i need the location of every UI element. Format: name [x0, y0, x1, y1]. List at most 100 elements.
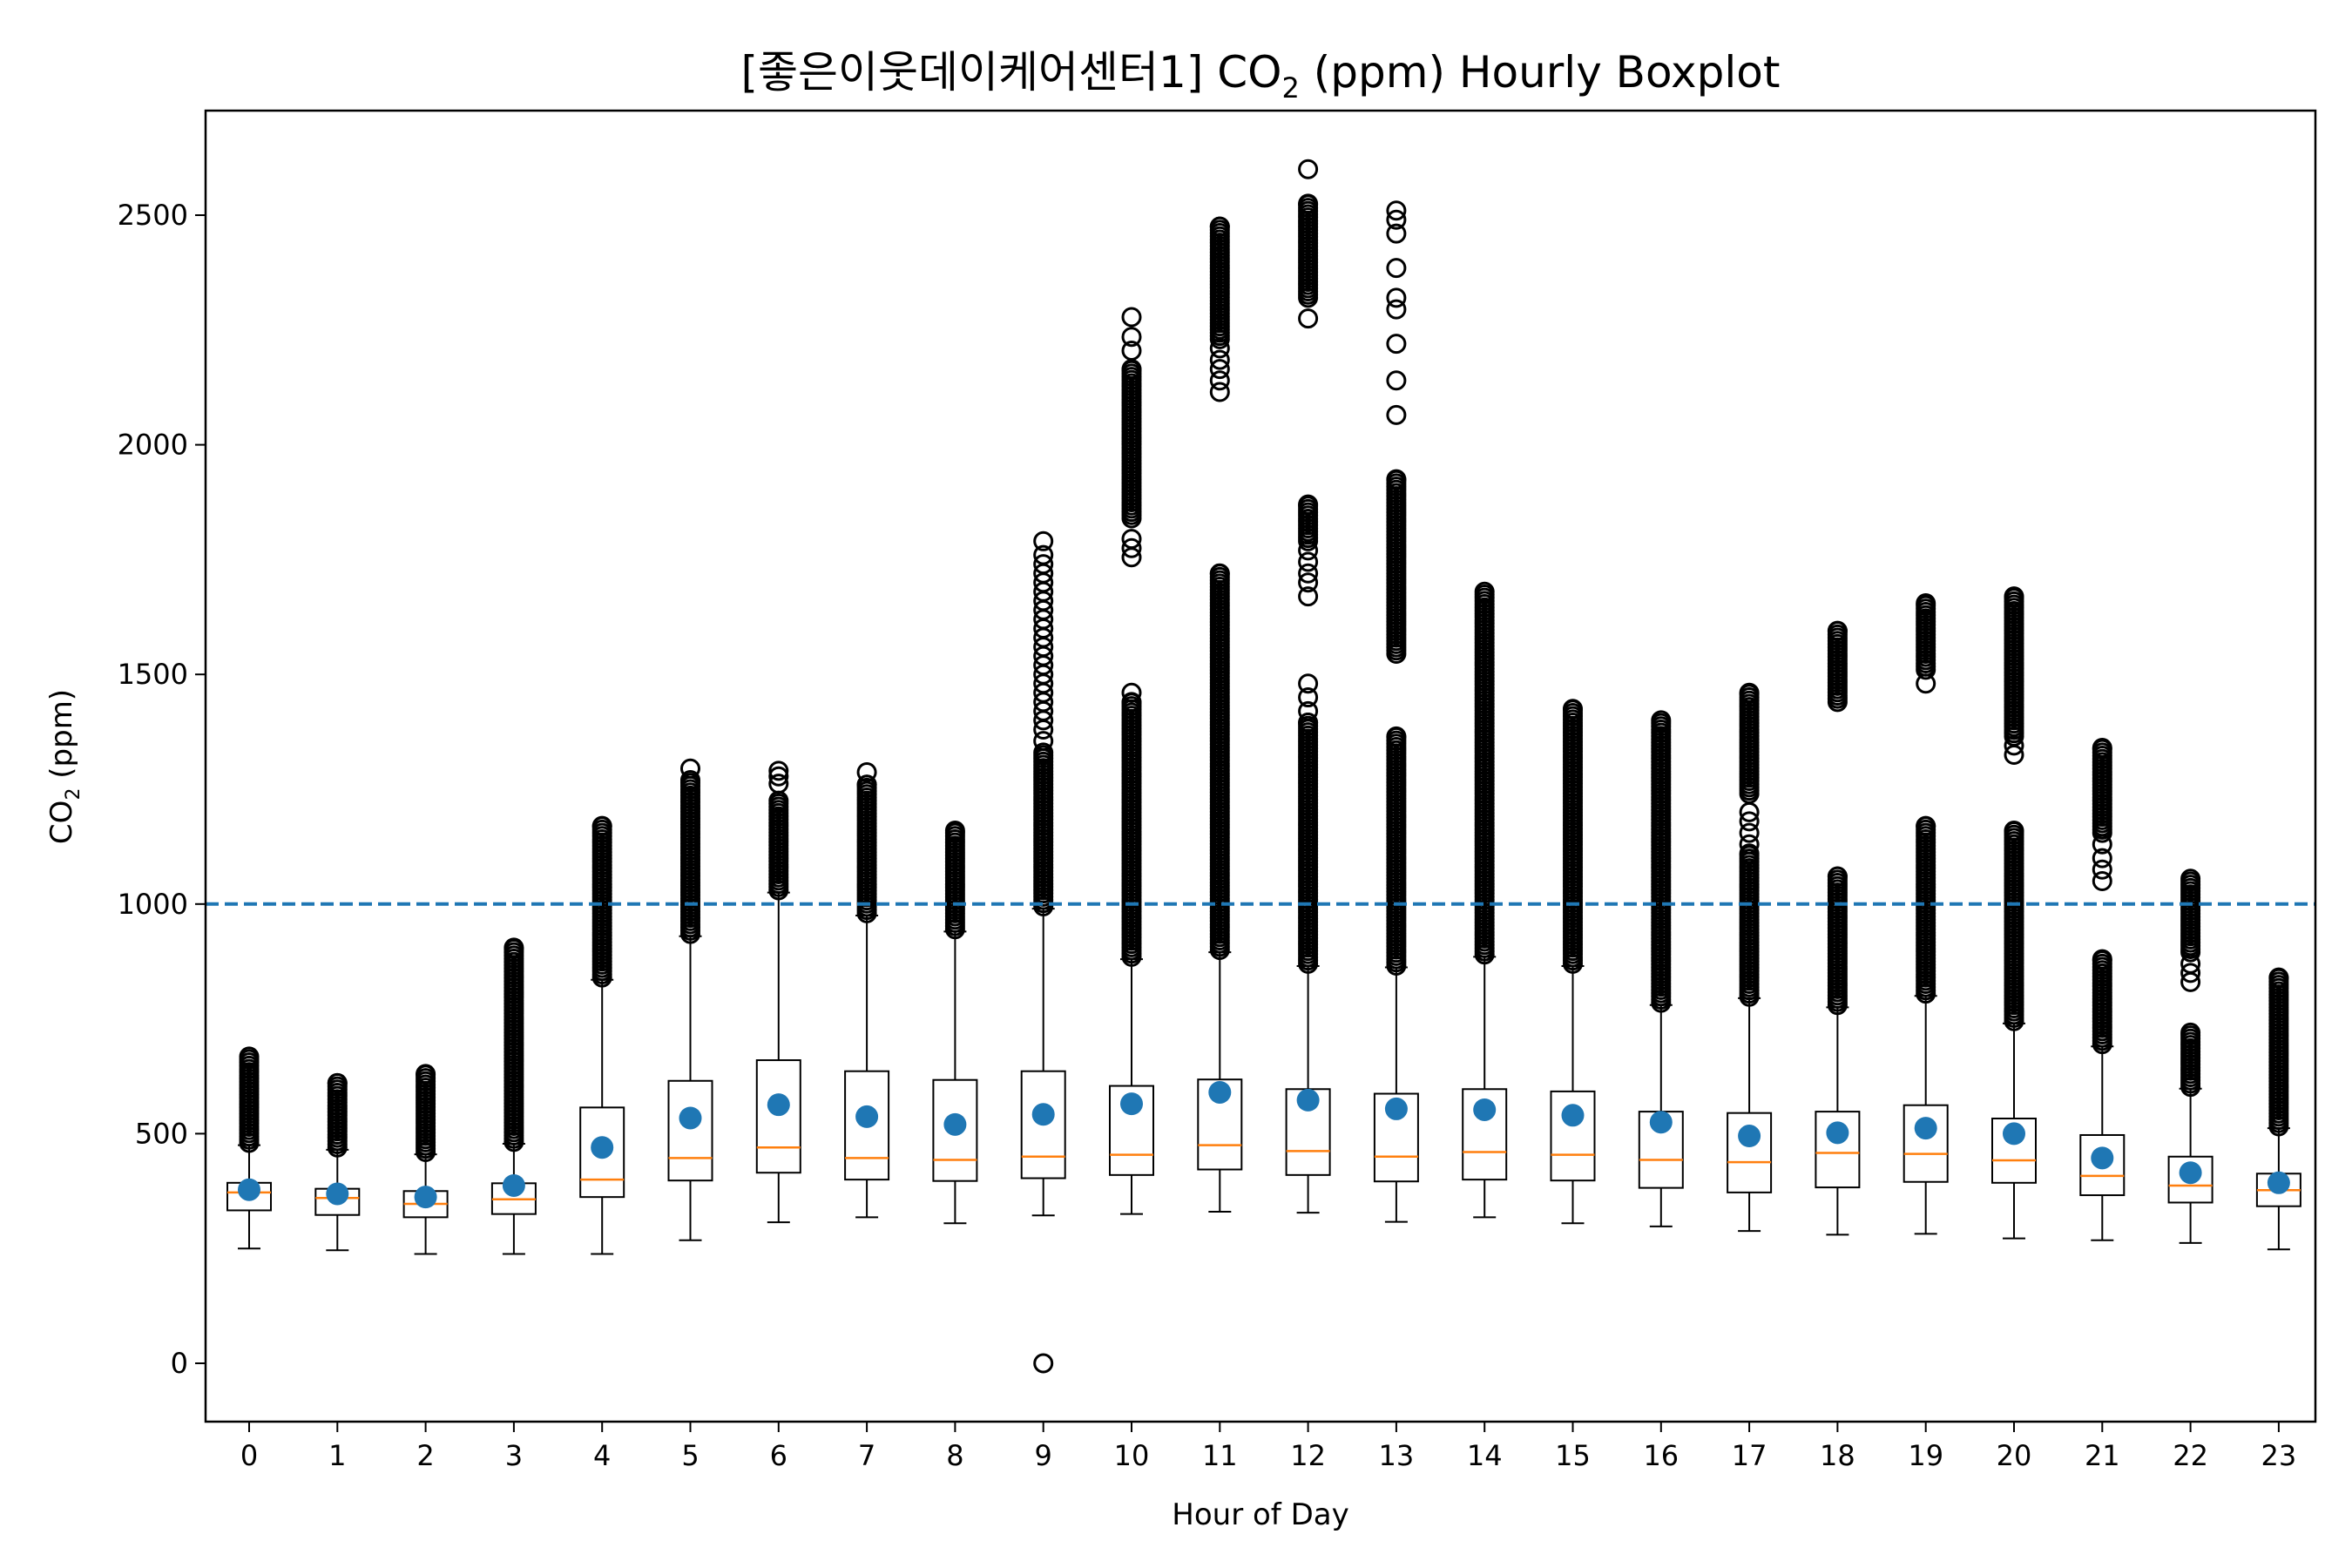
- outlier-point: [1739, 843, 1760, 864]
- x-tick-label: 0: [240, 1439, 258, 1472]
- iqr-box: [1020, 1070, 1066, 1179]
- mean-point: [1208, 1080, 1232, 1104]
- x-tick-label: 6: [770, 1439, 787, 1472]
- x-tick-label: 18: [1820, 1439, 1855, 1472]
- mean-point: [1384, 1097, 1408, 1120]
- outlier-point: [1298, 551, 1319, 572]
- outlier-point: [1386, 370, 1407, 391]
- outlier-point: [768, 766, 789, 787]
- x-tick-label: 4: [593, 1439, 611, 1472]
- outlier-point: [1121, 529, 1142, 550]
- y-axis-label-main: CO: [44, 801, 79, 845]
- outlier-point: [1298, 159, 1319, 179]
- outlier-point: [1739, 822, 1760, 843]
- outliers: [1209, 216, 1230, 961]
- y-tick-label: 0: [171, 1347, 188, 1380]
- outlier-point: [1827, 620, 1848, 641]
- outlier-point: [2092, 848, 2112, 868]
- iqr-box: [1109, 1085, 1154, 1176]
- box-hour-9: [1020, 531, 1066, 1374]
- plot-marks: [206, 159, 2315, 1374]
- box-hour-11: [1197, 216, 1243, 1213]
- box-hour-21: [2079, 738, 2126, 1241]
- x-tick-label: 2: [416, 1439, 434, 1472]
- mean-point: [1649, 1111, 1673, 1134]
- outliers: [1033, 531, 1054, 1374]
- outliers: [1474, 581, 1495, 965]
- outlier-point: [1298, 540, 1319, 561]
- iqr-box: [1815, 1111, 1861, 1189]
- outlier-point: [1121, 692, 1142, 713]
- outlier-point: [1298, 700, 1319, 721]
- y-tick-label: 2500: [118, 199, 188, 232]
- outliers: [1916, 592, 1936, 1004]
- x-tick-label: 1: [328, 1439, 346, 1472]
- outlier-point: [1033, 742, 1054, 763]
- iqr-box: [2079, 1133, 2126, 1197]
- mean-point: [2179, 1161, 2202, 1185]
- outlier-point: [1298, 673, 1319, 694]
- outlier-point: [1209, 563, 1230, 584]
- outlier-point: [856, 761, 877, 782]
- outlier-point: [1121, 307, 1142, 328]
- outlier-point: [1298, 687, 1319, 708]
- outlier-point: [1386, 200, 1407, 221]
- outliers: [1386, 200, 1407, 976]
- outlier-point: [2092, 949, 2112, 970]
- outliers: [1651, 710, 1672, 1013]
- outlier-point: [2092, 870, 2112, 891]
- outlier-point: [1298, 563, 1319, 584]
- box-hour-1: [314, 1072, 361, 1252]
- y-axis-label: CO2 (ppm): [44, 689, 84, 844]
- iqr-box: [1727, 1112, 1773, 1193]
- outliers: [680, 758, 700, 944]
- mean-point: [1914, 1117, 1937, 1140]
- iqr-box: [1373, 1092, 1419, 1183]
- outliers: [2092, 738, 2112, 1055]
- outlier-point: [1386, 334, 1407, 355]
- outliers: [768, 760, 789, 901]
- iqr-box: [579, 1106, 625, 1199]
- box-hour-12: [1285, 159, 1331, 1214]
- box-hour-16: [1638, 710, 1684, 1227]
- chart-title-subscript: 2: [1282, 71, 1300, 105]
- outlier-point: [1827, 866, 1848, 887]
- x-tick-label: 7: [858, 1439, 875, 1472]
- outlier-point: [1209, 338, 1230, 359]
- outlier-point: [1121, 341, 1142, 362]
- x-tick-label: 8: [946, 1439, 963, 1472]
- mean-point: [502, 1173, 525, 1197]
- outliers: [1298, 159, 1319, 974]
- outlier-point: [1209, 382, 1230, 402]
- iqr-box: [1903, 1104, 1949, 1183]
- x-tick-label: 12: [1290, 1439, 1326, 1472]
- outlier-point: [768, 774, 789, 794]
- box-hour-13: [1373, 200, 1419, 1223]
- iqr-box: [2167, 1155, 2213, 1204]
- chart-title-tail: (ppm) Hourly Boxplot: [1300, 47, 1781, 98]
- mean-point: [591, 1136, 614, 1159]
- plot-frame: [204, 109, 2317, 1423]
- outliers: [1739, 682, 1760, 1007]
- x-tick-label: 9: [1035, 1439, 1052, 1472]
- outlier-point: [2092, 859, 2112, 880]
- outlier-point: [1209, 370, 1230, 391]
- outliers: [856, 761, 877, 923]
- mean-point: [238, 1178, 260, 1201]
- mean-point: [855, 1105, 879, 1128]
- mean-point: [1120, 1092, 1143, 1116]
- outlier-point: [1209, 349, 1230, 370]
- outliers: [944, 820, 965, 940]
- outlier-point: [1298, 308, 1319, 329]
- box-hour-22: [2167, 868, 2213, 1244]
- outlier-point: [1298, 494, 1319, 515]
- mean-point: [2091, 1146, 2114, 1170]
- outlier-point: [1474, 581, 1495, 602]
- y-axis-ticks: 0 500 1000 1500 2000 2500: [118, 199, 206, 1380]
- box-hour-8: [932, 820, 978, 1225]
- iqr-box: [667, 1079, 713, 1182]
- outlier-point: [1121, 682, 1142, 703]
- outlier-point: [1916, 592, 1936, 613]
- outliers: [2180, 868, 2201, 1098]
